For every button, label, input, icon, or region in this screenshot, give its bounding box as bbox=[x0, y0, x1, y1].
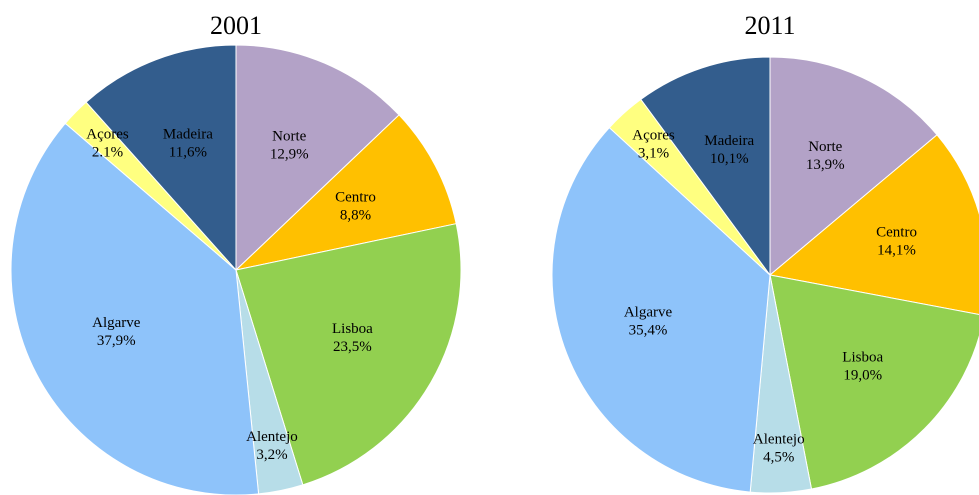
slice-value-label: 23,5% bbox=[333, 339, 372, 355]
slice-value-label: 14,1% bbox=[877, 242, 916, 258]
slice-name: Açores bbox=[632, 128, 675, 144]
pie-slice bbox=[551, 126, 771, 493]
slice-name: Alentejo bbox=[753, 432, 805, 448]
slice-value-label: 4,5% bbox=[763, 450, 794, 466]
pie-slice bbox=[768, 134, 979, 315]
slice-name: Centro bbox=[876, 224, 917, 240]
chart-title: 2001 bbox=[210, 11, 262, 40]
pie-slice bbox=[235, 223, 462, 486]
pie-slice bbox=[85, 44, 237, 272]
slice-name: Algarve bbox=[624, 305, 673, 321]
slice-value-label: 12,9% bbox=[270, 146, 309, 162]
slice-value-label: 3,1% bbox=[638, 146, 669, 162]
slice-value-label: 13,9% bbox=[806, 157, 845, 173]
slice-value-label: 35,4% bbox=[629, 323, 668, 339]
slice-value-label: 10,1% bbox=[710, 151, 749, 167]
pie-slice bbox=[235, 44, 400, 272]
chart-title: 2011 bbox=[744, 11, 795, 40]
slice-value-label: 37,9% bbox=[97, 333, 136, 349]
pie-slice bbox=[769, 56, 938, 277]
slice-value-label: 2.1% bbox=[92, 144, 123, 160]
slice-name: Açores bbox=[86, 126, 129, 142]
pie-slice bbox=[640, 56, 771, 277]
slice-name: Alentejo bbox=[246, 429, 298, 445]
pie-slice bbox=[234, 114, 457, 271]
slice-name: Algarve bbox=[92, 315, 141, 331]
slice-value-label: 3,2% bbox=[256, 447, 287, 463]
slice-value-label: 11,6% bbox=[169, 144, 207, 160]
pie-slice bbox=[10, 122, 260, 495]
slice-name: Madeira bbox=[163, 126, 213, 142]
slice-name: Lisboa bbox=[332, 321, 373, 337]
slice-name: Lisboa bbox=[842, 350, 883, 366]
slice-name: Madeira bbox=[704, 133, 754, 149]
slice-value-label: 8,8% bbox=[340, 208, 371, 224]
slice-name: Norte bbox=[808, 139, 842, 155]
pie-slice bbox=[769, 274, 979, 490]
slice-name: Norte bbox=[272, 128, 306, 144]
slice-name: Centro bbox=[335, 190, 376, 206]
slice-value-label: 19,0% bbox=[843, 368, 882, 384]
